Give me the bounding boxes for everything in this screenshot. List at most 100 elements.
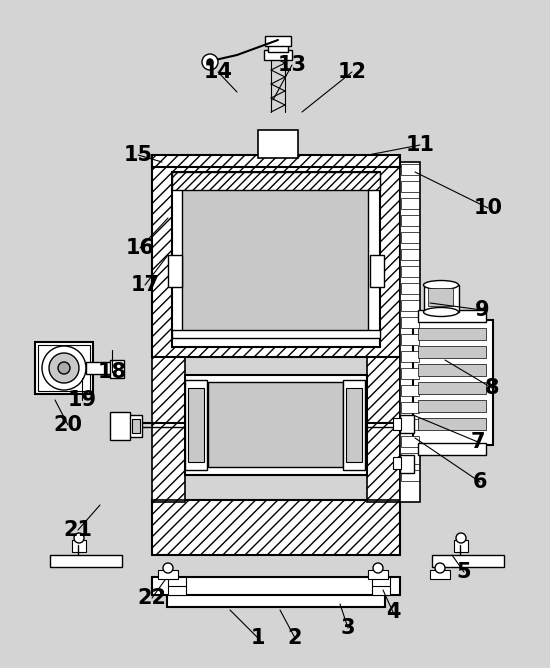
Text: 3: 3 — [341, 618, 355, 638]
Bar — [401, 283, 419, 294]
Text: 1: 1 — [251, 628, 265, 648]
Bar — [401, 249, 419, 260]
Bar — [401, 300, 419, 311]
Bar — [152, 162, 400, 357]
Text: 9: 9 — [475, 300, 490, 320]
Bar — [454, 540, 468, 552]
Bar — [418, 328, 486, 340]
Bar — [86, 362, 112, 374]
Text: 22: 22 — [138, 588, 167, 608]
Bar — [110, 412, 130, 440]
Text: 7: 7 — [471, 432, 485, 452]
Ellipse shape — [424, 281, 459, 289]
Bar — [128, 415, 142, 437]
Bar — [430, 570, 450, 579]
Circle shape — [207, 59, 213, 65]
Bar — [393, 457, 401, 469]
Bar — [432, 555, 504, 567]
Bar — [401, 181, 419, 192]
Text: 12: 12 — [338, 62, 366, 82]
Bar — [265, 36, 291, 46]
Circle shape — [202, 54, 218, 70]
Bar — [152, 500, 400, 555]
Bar — [372, 577, 390, 595]
Bar — [343, 380, 365, 470]
Text: 13: 13 — [278, 55, 306, 75]
Bar — [401, 368, 419, 379]
Bar — [167, 593, 385, 607]
Circle shape — [456, 533, 466, 543]
Bar — [401, 317, 419, 328]
Bar — [35, 342, 93, 394]
Bar — [401, 419, 419, 430]
Circle shape — [373, 563, 383, 573]
Bar — [400, 162, 420, 502]
Bar — [401, 164, 419, 175]
Text: 6: 6 — [473, 472, 487, 492]
Text: 16: 16 — [125, 238, 155, 258]
Bar — [368, 570, 388, 579]
Bar — [401, 385, 419, 396]
Ellipse shape — [424, 307, 459, 317]
Bar — [208, 382, 343, 467]
Bar — [38, 345, 90, 391]
Text: 18: 18 — [97, 362, 126, 382]
Bar — [152, 155, 400, 167]
Circle shape — [42, 346, 86, 390]
Bar — [132, 419, 140, 433]
Bar — [401, 198, 419, 209]
Bar — [418, 310, 486, 322]
Circle shape — [435, 563, 445, 573]
Bar — [418, 364, 486, 376]
Bar — [401, 453, 419, 464]
Text: 8: 8 — [485, 378, 499, 398]
Bar — [110, 360, 124, 378]
Bar — [172, 172, 380, 190]
Bar — [185, 375, 367, 475]
Circle shape — [74, 533, 84, 543]
Bar — [400, 455, 414, 473]
Bar — [401, 334, 419, 345]
Bar — [418, 418, 486, 430]
Bar — [401, 215, 419, 226]
Text: 2: 2 — [288, 628, 303, 648]
Circle shape — [163, 563, 173, 573]
Bar — [346, 388, 362, 462]
Text: 14: 14 — [204, 62, 233, 82]
Bar — [172, 172, 380, 347]
Bar — [182, 183, 368, 335]
Bar — [258, 130, 298, 158]
Bar — [367, 162, 400, 502]
Bar — [418, 346, 486, 358]
Bar — [424, 285, 459, 312]
Bar — [400, 415, 414, 433]
Text: 15: 15 — [123, 145, 152, 165]
Text: 5: 5 — [456, 562, 471, 582]
Text: 10: 10 — [474, 198, 503, 218]
Bar — [418, 382, 486, 394]
Bar — [418, 400, 486, 412]
Bar — [188, 388, 204, 462]
Bar — [418, 443, 486, 455]
Bar — [152, 162, 185, 502]
Bar — [152, 577, 400, 595]
Bar — [401, 402, 419, 413]
Bar — [158, 570, 178, 579]
Bar — [168, 577, 186, 595]
Circle shape — [49, 353, 79, 383]
Bar — [168, 255, 182, 287]
Bar — [428, 288, 453, 306]
Bar — [370, 255, 384, 287]
Text: 19: 19 — [68, 390, 97, 410]
Text: 21: 21 — [63, 520, 92, 540]
Bar — [50, 555, 122, 567]
Bar — [401, 470, 419, 481]
Bar — [72, 540, 86, 552]
Bar — [401, 232, 419, 243]
Text: 4: 4 — [386, 602, 400, 622]
Bar — [401, 351, 419, 362]
Bar — [401, 266, 419, 277]
Text: 11: 11 — [405, 135, 434, 155]
Bar — [401, 436, 419, 447]
Text: 20: 20 — [53, 415, 82, 435]
